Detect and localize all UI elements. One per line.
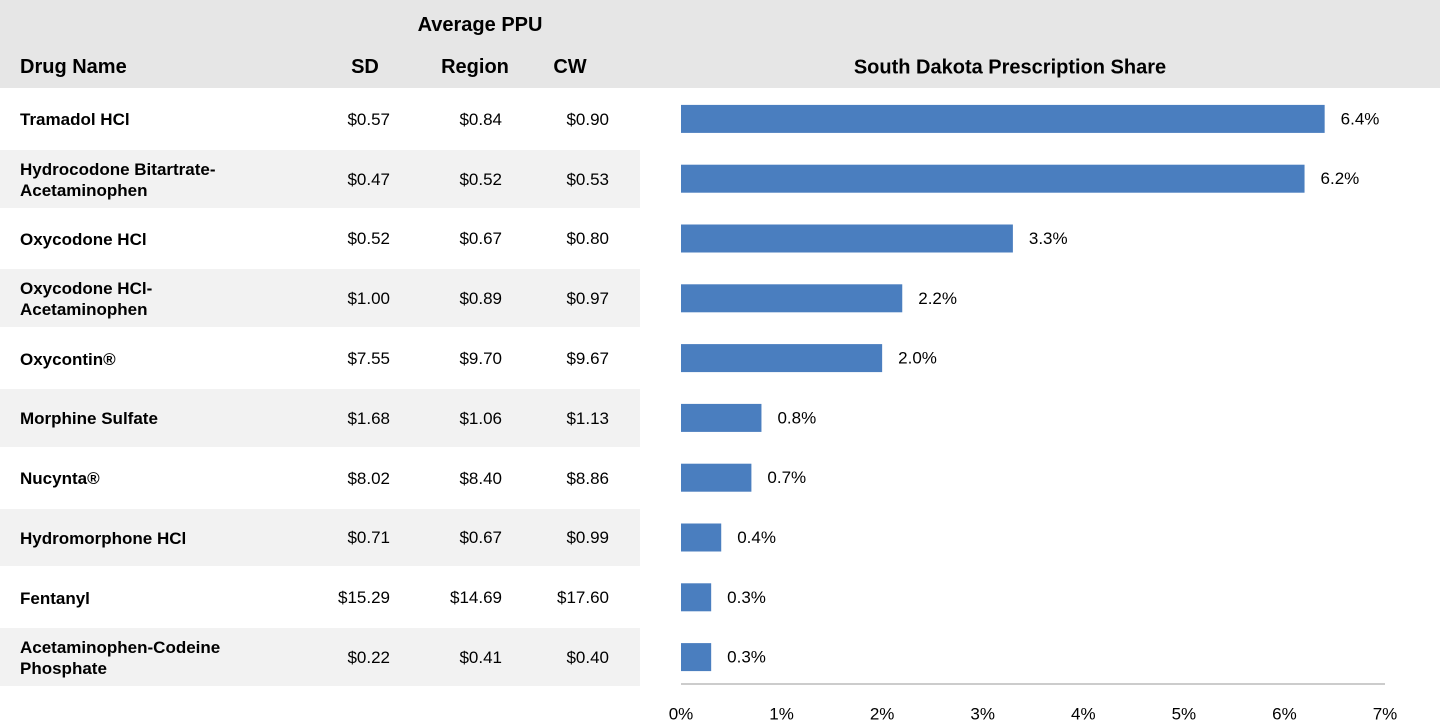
price-cell: $14.69 [450, 588, 502, 608]
price-cell: $0.52 [347, 229, 390, 249]
x-tick-label: 2% [870, 704, 895, 723]
x-tick-label: 4% [1071, 704, 1096, 723]
price-cell: $0.52 [459, 169, 502, 189]
x-tick-label: 1% [769, 704, 794, 723]
bar [681, 523, 722, 552]
drug-name: Oxycontin® [20, 349, 116, 369]
bar [681, 643, 712, 672]
drug-name: Hydromorphone HCl [20, 528, 187, 548]
drug-name: Tramadol HCl [20, 110, 130, 130]
price-cell: $0.67 [459, 229, 502, 249]
column-header: Region [441, 56, 509, 78]
price-cell: $0.99 [566, 528, 609, 548]
price-cell: $9.67 [566, 349, 609, 369]
table-title: Average PPU [417, 14, 543, 36]
price-cell: $0.57 [347, 109, 390, 129]
price-cell: $8.86 [566, 468, 609, 488]
column-header: CW [553, 56, 587, 78]
price-cell: $0.41 [459, 648, 502, 668]
price-cell: $17.60 [557, 588, 609, 608]
bar [681, 583, 712, 612]
bar [681, 164, 1305, 193]
value-label: 6.2% [1321, 169, 1360, 188]
price-cell: $7.55 [347, 349, 390, 369]
table: Average PPU Drug Name SD Region CW Trama… [0, 0, 640, 700]
price-cell: $15.29 [338, 588, 390, 608]
value-label: 6.4% [1341, 109, 1380, 128]
x-tick-label: 0% [669, 704, 694, 723]
bar [681, 463, 752, 492]
drug-name: Hydrocodone Bitartrate-Acetaminophen [20, 159, 216, 200]
row-shade [0, 389, 640, 447]
bar [681, 284, 903, 313]
price-cell: $1.13 [566, 408, 609, 428]
price-cell: $0.97 [566, 289, 609, 309]
bar [681, 403, 762, 432]
price-cell: $8.02 [347, 468, 390, 488]
price-cell: $0.53 [566, 169, 609, 189]
value-label: 0.8% [777, 408, 816, 427]
drug-name: Fentanyl [20, 588, 90, 608]
value-label: 0.7% [767, 468, 806, 487]
price-cell: $0.89 [459, 289, 502, 309]
value-label: 0.3% [727, 588, 766, 607]
value-label: 2.0% [898, 349, 937, 368]
price-cell: $8.40 [459, 468, 502, 488]
drug-name: Acetaminophen-Codeine Phosphate [20, 638, 221, 679]
price-cell: $1.68 [347, 408, 390, 428]
value-label: 3.3% [1029, 229, 1068, 248]
drug-name: Oxycodone HCl [20, 229, 147, 249]
price-cell: $0.22 [347, 648, 390, 668]
value-label: 0.4% [737, 528, 776, 547]
x-tick-label: 6% [1272, 704, 1297, 723]
price-cell: $0.84 [459, 109, 502, 129]
price-cell: $0.90 [566, 109, 609, 129]
header-band [0, 0, 1440, 88]
value-label: 2.2% [918, 289, 957, 308]
chart-title: South Dakota Prescription Share [854, 56, 1166, 78]
drug-name: Oxycodone HCl-Acetaminophen [20, 279, 153, 320]
column-header: SD [351, 56, 379, 78]
row-shade [0, 628, 640, 686]
row-shade [0, 508, 640, 567]
price-cell: $0.67 [459, 528, 502, 548]
value-label: 0.3% [727, 648, 766, 667]
bar [681, 104, 1325, 133]
price-cell: $0.40 [566, 648, 609, 668]
drug-name: Morphine Sulfate [20, 409, 158, 429]
price-cell: $0.47 [347, 169, 390, 189]
row-shade [0, 149, 640, 208]
bar [681, 224, 1013, 253]
price-cell: $1.00 [347, 289, 390, 309]
price-cell: $1.06 [459, 408, 502, 428]
price-cell: $9.70 [459, 349, 502, 369]
x-tick-label: 5% [1172, 704, 1197, 723]
column-header: Drug Name [20, 56, 127, 78]
drug-name: Nucynta® [20, 469, 100, 489]
price-cell: $0.80 [566, 229, 609, 249]
x-tick-label: 3% [970, 704, 995, 723]
row-shade [0, 269, 640, 328]
x-tick-label: 7% [1373, 704, 1398, 723]
price-cell: $0.71 [347, 528, 390, 548]
bar [681, 344, 883, 373]
